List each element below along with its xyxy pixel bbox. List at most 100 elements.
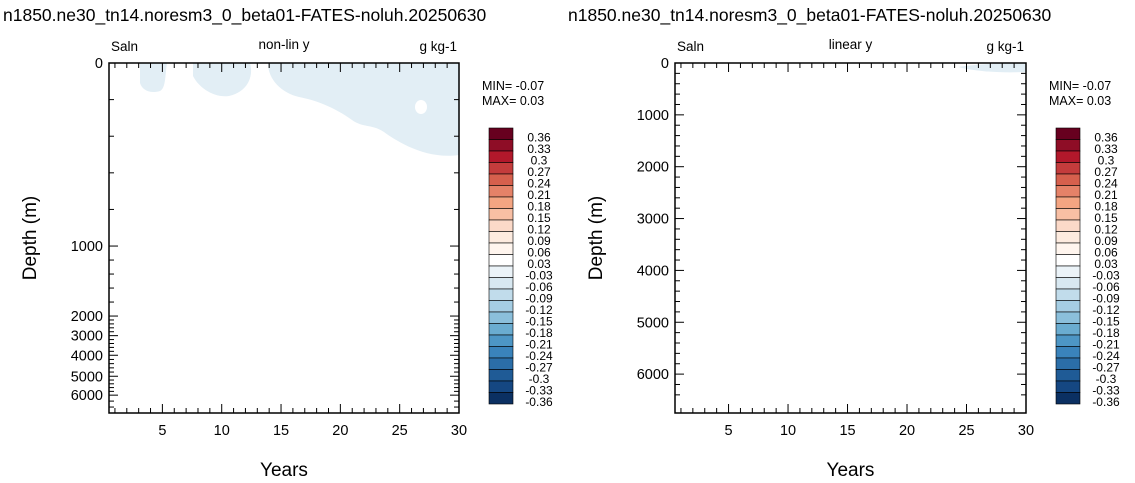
x-tick-label: 20 [332,423,348,439]
axis-type-label: non-lin y [258,37,309,52]
colorbar-label: 0.3 [531,154,548,168]
y-tick-label: 4000 [71,348,103,364]
colorbar-label: -0.27 [525,361,553,375]
colorbar-label: -0.21 [525,338,553,352]
x-tick-label: 15 [839,423,855,439]
y-tick-label: 6000 [71,388,103,404]
colorbar-label: -0.3 [529,372,550,386]
colorbar-box [488,369,514,382]
colorbar-box [488,231,514,244]
colorbar-label: 0.36 [1094,131,1118,145]
colorbar-label: 0.09 [527,234,551,248]
chart-panel-1: n1850.ne30_tn14.noresm3_0_beta01-FATES-n… [3,5,553,481]
colorbar-label: 0.33 [527,142,551,156]
x-tick-label: 25 [392,423,408,439]
colorbar-label: -0.12 [1092,303,1120,317]
colorbar-box [488,311,514,324]
colorbar-box [488,300,514,313]
colorbar-label: 0.03 [1094,257,1118,271]
colorbar-label: 0.21 [527,188,551,202]
colorbar-box [488,150,514,163]
plot-area [675,63,1026,413]
x-tick-label: 30 [451,423,467,439]
colorbar-box [1055,369,1081,382]
colorbar-box [1055,208,1081,221]
colorbar-box [488,208,514,221]
colorbar-label: -0.03 [1092,269,1120,283]
x-tick-label: 20 [899,423,915,439]
colorbar-box [488,334,514,347]
colorbar-box [1055,380,1081,393]
colorbar-label: -0.12 [525,303,553,317]
colorbar-label: 0.09 [1094,234,1118,248]
colorbar-box [1055,219,1081,232]
x-axis-title: Years [260,460,308,481]
colorbar-label: 0.12 [1094,223,1118,237]
units-label: g kg-1 [986,39,1024,54]
axis-type-label: linear y [829,37,873,52]
colorbar-box [1055,185,1081,198]
colorbar-label: 0.06 [527,246,551,260]
colorbar-box [1055,196,1081,209]
colorbar-box [488,277,514,290]
colorbar-label: 0.12 [527,223,551,237]
colorbar-box [1055,392,1081,405]
y-axis-title: Depth (m) [586,196,607,280]
colorbar-label: 0.03 [527,257,551,271]
colorbar-box [488,173,514,186]
colorbar-box [1055,357,1081,370]
colorbar-label: -0.18 [525,326,553,340]
colorbar-box [488,185,514,198]
y-tick-label: 3000 [637,212,669,228]
max-label: MAX= 0.03 [482,94,544,108]
colorbar-label: 0.33 [1094,142,1118,156]
colorbar-label: -0.09 [525,292,553,306]
colorbar-label: -0.3 [1096,372,1117,386]
colorbar-box [488,357,514,370]
colorbar-label: -0.33 [1092,384,1120,398]
y-tick-label: 0 [95,56,103,72]
colorbar-label: -0.21 [1092,338,1120,352]
y-tick-label: 5000 [637,315,669,331]
y-tick-label: 1000 [71,239,103,255]
colorbar-box [1055,323,1081,336]
colorbar-box [1055,311,1081,324]
colorbar-label: -0.06 [525,280,553,294]
colorbar-box [488,127,514,140]
shaded-region [268,63,459,156]
shaded-region [958,63,1026,73]
colorbar-box [488,380,514,393]
y-tick-label: 2000 [71,309,103,325]
x-tick-label: 15 [273,423,289,439]
max-label: MAX= 0.03 [1049,94,1111,108]
plot-frame [674,62,1027,414]
colorbar-box [488,288,514,301]
colorbar-label: -0.36 [525,395,553,409]
colorbar-box [488,162,514,175]
x-tick-label: 5 [725,423,733,439]
colorbar-label: -0.15 [525,315,553,329]
colorbar-box [1055,162,1081,175]
shaded-region-hole [415,100,427,114]
colorbar-label: 0.18 [1094,200,1118,214]
colorbar-label: -0.33 [525,384,553,398]
y-tick-label: 3000 [71,329,103,345]
colorbar-label: 0.15 [1094,211,1118,225]
y-tick-label: 5000 [71,369,103,385]
x-tick-label: 10 [214,423,230,439]
colorbar-box [1055,334,1081,347]
colorbar-box [488,346,514,359]
shaded-region [193,63,252,97]
y-axis-title: Depth (m) [20,196,41,280]
colorbar-label: -0.18 [1092,326,1120,340]
variable-label: Saln [111,39,138,54]
y-tick-label: 0 [661,56,669,72]
colorbar: 0.360.330.30.270.240.210.180.150.120.090… [1055,127,1120,409]
colorbar: 0.360.330.30.270.240.210.180.150.120.090… [488,127,553,409]
x-tick-label: 25 [958,423,974,439]
x-tick-label: 10 [780,423,796,439]
colorbar-label: 0.06 [1094,246,1118,260]
colorbar-label: -0.36 [1092,395,1120,409]
colorbar-box [1055,288,1081,301]
